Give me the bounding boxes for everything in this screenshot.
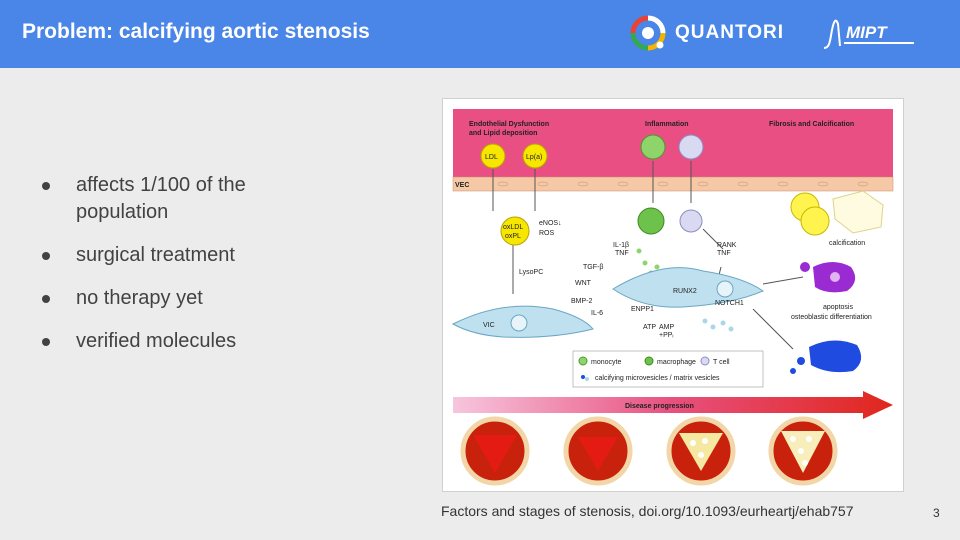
bullet-item: surgical treatment	[40, 242, 340, 269]
microvesicles	[702, 318, 734, 332]
oxldl-particle	[500, 216, 530, 246]
atp-label: ATP	[643, 324, 656, 331]
bullet-dot-icon	[42, 252, 50, 260]
rank-label: RANK	[717, 242, 737, 249]
lpa-particle	[522, 143, 548, 169]
lysopc-label: LysoPC	[519, 269, 543, 276]
bullet-text: verified molecules	[76, 330, 237, 352]
legend-monocyte-icon	[578, 356, 588, 366]
ros-label: ROS	[539, 230, 555, 237]
bullet-dot-icon	[42, 295, 50, 303]
enos-label: eNOS↓	[539, 220, 562, 227]
stage-endothelial-label-line2: and Lipid deposition	[469, 130, 537, 137]
legend-macrophage: macrophage	[657, 359, 696, 366]
macrophage-cell	[637, 207, 665, 235]
calcification-outline	[832, 190, 884, 234]
legend-vesicles: calcifying microvesicles / matrix vesicl…	[595, 375, 720, 382]
runx2-label: RUNX2	[673, 288, 697, 295]
il1b-label: IL-1β	[613, 242, 629, 249]
valve-stage-1	[460, 416, 530, 486]
osteoblastic-cell	[809, 340, 862, 373]
amp-label: AMP	[659, 324, 675, 331]
bmp2-label: BMP-2	[571, 298, 593, 305]
wnt-label: WNT	[575, 280, 592, 287]
bullet-item: verified molecules	[40, 328, 340, 355]
legend-monocyte: monocyte	[591, 359, 621, 366]
tnf-label: TNF	[615, 250, 629, 257]
monocyte-cell	[640, 134, 666, 160]
legend-box	[572, 350, 764, 388]
valve-stage-3	[666, 416, 736, 486]
lpa-label: Lp(a)	[526, 154, 542, 161]
vec-label: VEC	[455, 182, 469, 189]
bullet-list: affects 1/100 of the population surgical…	[40, 172, 340, 371]
vec-cells	[497, 181, 869, 187]
legend-tcell-icon	[700, 356, 710, 366]
tnf2-label: TNF	[717, 250, 731, 257]
tcell-cell	[678, 134, 704, 160]
flow-arrows	[492, 161, 804, 350]
stage-fibrosis-label: Fibrosis and Calcification	[769, 121, 854, 128]
bullet-text: no therapy yet	[76, 287, 203, 309]
bullet-text: surgical treatment	[76, 244, 235, 266]
legend-macrophage-icon	[644, 356, 654, 366]
disease-progression-arrow	[453, 391, 893, 419]
osteoblastic-vesicle	[797, 357, 805, 365]
ldl-label: LDL	[485, 154, 498, 161]
tgfb-label: TGF-β	[583, 264, 603, 271]
bullet-text: affects 1/100 of the population	[76, 174, 246, 223]
bullet-dot-icon	[42, 338, 50, 346]
vic-label: VIC	[483, 322, 495, 329]
mipt-logo-text: MIPT	[846, 23, 888, 42]
apoptosis-label: apoptosis	[823, 304, 853, 311]
endothelium-band	[453, 109, 893, 179]
valve-stage-2	[563, 416, 633, 486]
calcification-nodule	[800, 206, 830, 236]
enpp1-label: ENPP1	[631, 306, 654, 313]
figure-caption: Factors and stages of stenosis, doi.org/…	[441, 503, 854, 519]
bullet-item: affects 1/100 of the population	[40, 172, 340, 226]
bullet-item: no therapy yet	[40, 285, 340, 312]
quantori-logo-text: QUANTORI	[675, 22, 784, 43]
il6-label: IL-6	[591, 310, 603, 317]
stenosis-figure: VEC Endothelial Dysfunction and Lipid de…	[442, 98, 904, 492]
slide-header: Problem: calcifying aortic stenosis QUAN…	[0, 0, 960, 68]
apoptotic-body	[800, 262, 810, 272]
stage-endothelial-label-line1: Endothelial Dysfunction	[469, 121, 549, 128]
bullet-dot-icon	[42, 182, 50, 190]
activated-vic-nucleus	[716, 280, 734, 298]
osteoblastic-vesicle	[790, 368, 796, 374]
page-number: 3	[933, 506, 940, 520]
vic-nucleus	[510, 314, 528, 332]
ldl-particle	[480, 143, 506, 169]
quantori-logo-icon	[630, 15, 666, 51]
stage-inflammation-label: Inflammation	[645, 121, 689, 128]
vec-layer	[452, 176, 894, 192]
valve-stage-4	[768, 416, 838, 486]
disease-progression-label: Disease progression	[625, 403, 694, 410]
notch1-label: NOTCH1	[715, 300, 744, 307]
calcification-label: calcification	[829, 240, 865, 247]
tcell-activated	[679, 209, 703, 233]
apoptotic-nucleus	[830, 272, 840, 282]
legend-vesicle-icon	[581, 375, 585, 379]
legend-tcell: T cell	[713, 359, 730, 366]
slide-title: Problem: calcifying aortic stenosis	[22, 20, 370, 43]
legend-vesicle-icon	[585, 377, 589, 381]
osteoblastic-label: osteoblastic differentiation	[791, 314, 872, 321]
ppi-label: +PPᵢ	[659, 332, 674, 339]
mipt-logo: MIPT	[823, 19, 914, 49]
oxldl-label: oxLDL	[503, 224, 523, 231]
oxpl-label: oxPL	[505, 233, 521, 240]
